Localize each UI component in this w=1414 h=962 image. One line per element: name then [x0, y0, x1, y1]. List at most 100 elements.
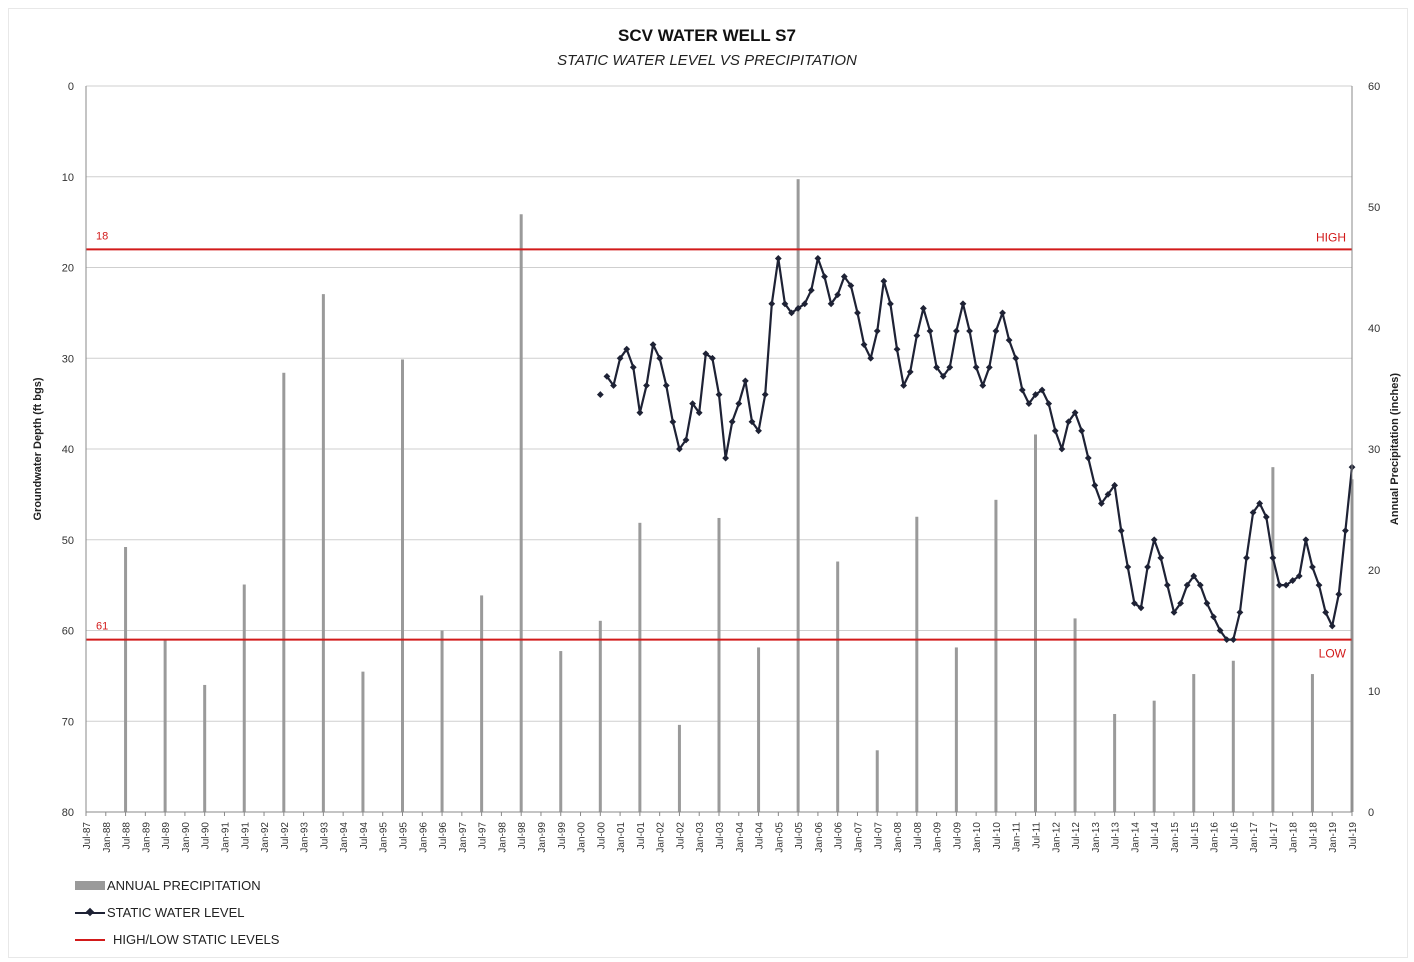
water-level-point [1163, 581, 1171, 589]
water-level-point [656, 354, 664, 362]
water-level-point [1150, 536, 1158, 544]
precipitation-bar [519, 214, 523, 812]
x-tick-label: Jul-19 [1348, 822, 1359, 850]
x-tick-label: Jan-95 [379, 822, 390, 853]
water-level-point [1276, 581, 1283, 589]
water-level-point [873, 327, 881, 335]
precipitation-bar [1034, 434, 1037, 812]
precipitation-bar [242, 584, 246, 812]
x-tick-label: Jul-95 [399, 822, 410, 850]
precipitation-bar [598, 620, 602, 812]
y-left-axis-title: Groundwater Depth (ft bgs) [32, 377, 44, 520]
reference-lines: 18 HIGH 61 LOW [86, 230, 1352, 661]
x-tick-label: Jan-07 [853, 822, 864, 853]
x-tick-label: Jul-94 [359, 822, 370, 850]
x-tick-label: Jan-93 [300, 822, 311, 853]
water-level-point [1335, 590, 1343, 598]
chart-subtitle: STATIC WATER LEVEL VS PRECIPITATION [557, 52, 857, 69]
x-tick-label: Jul-10 [992, 822, 1003, 850]
water-level-point [1012, 354, 1020, 362]
water-level-point [728, 418, 736, 426]
water-level-point [616, 354, 624, 362]
x-tick-label: Jul-14 [1150, 822, 1161, 850]
water-level-point [867, 354, 875, 362]
x-tick-label: Jul-07 [873, 822, 884, 850]
precipitation-bar [401, 359, 404, 812]
water-level-point [992, 327, 1000, 335]
x-tick-label: Jul-96 [438, 822, 449, 850]
water-level-point [682, 436, 690, 444]
water-level-point [893, 345, 901, 353]
x-tick-label: Jan-13 [1091, 822, 1102, 853]
x-tick-label: Jan-92 [260, 822, 271, 853]
legend-item-precipitation: ANNUAL PRECIPITATION [75, 872, 279, 899]
reference-value-label: 18 [96, 230, 108, 242]
water-level-point [1005, 336, 1013, 344]
x-tick-label: Jan-96 [418, 822, 429, 853]
water-level-point [972, 363, 980, 371]
y-right-tick-label: 60 [1368, 81, 1380, 93]
x-tick-label: Jul-17 [1269, 822, 1280, 850]
x-tick-label: Jul-98 [517, 822, 528, 850]
water-level-point [1117, 527, 1125, 535]
water-level-point [1084, 454, 1092, 462]
water-level-point [966, 327, 973, 335]
precipitation-bar [994, 499, 998, 812]
water-level-point [919, 304, 927, 312]
precipitation-bar [875, 750, 879, 812]
water-level-point [1216, 627, 1224, 634]
x-tick-label: Jan-00 [577, 822, 588, 853]
water-level-point [629, 363, 637, 371]
legend-label-water-level: STATIC WATER LEVEL [107, 905, 245, 920]
legend-swatch-high-low [75, 938, 105, 941]
x-tick-label: Jul-11 [1032, 822, 1043, 849]
water-level-point [741, 377, 749, 385]
water-level-point [768, 300, 776, 308]
water-level-point [900, 382, 908, 389]
x-tick-label: Jan-90 [181, 822, 192, 853]
water-level-point [854, 309, 861, 317]
x-tick-label: Jan-02 [656, 822, 667, 853]
x-tick-label: Jan-06 [814, 822, 825, 853]
water-level-point [669, 418, 677, 426]
water-level-point [1071, 409, 1079, 417]
x-tick-label: Jul-92 [280, 822, 291, 850]
water-level-point [1295, 572, 1303, 580]
axes: 0 10 20 30 40 50 60 70 80 0 10 20 30 40 50 60 Jul-87 Jan-… [32, 81, 1401, 853]
water-level-point [596, 391, 604, 398]
x-tick-label: Jan-09 [933, 822, 944, 853]
x-tick-label: Jul-08 [913, 822, 924, 850]
precipitation-bar [915, 516, 919, 812]
water-level-point [979, 382, 987, 389]
water-level-point [814, 255, 822, 262]
x-tick-label: Jul-91 [240, 822, 251, 850]
water-level-point [715, 391, 723, 398]
x-tick-label: Jul-15 [1190, 822, 1201, 850]
water-level-point [649, 341, 657, 348]
y-left-tick-label: 30 [62, 353, 74, 365]
x-tick-label: Jan-88 [102, 822, 113, 853]
water-level-point [1315, 581, 1323, 589]
water-level-point [821, 273, 828, 280]
water-level-point [774, 255, 782, 262]
water-level-point [761, 391, 769, 398]
water-level-point [926, 327, 934, 335]
x-tick-label: Jul-05 [794, 822, 805, 850]
x-tick-label: Jan-17 [1249, 822, 1260, 853]
water-level-point [1051, 427, 1059, 435]
legend-swatch-precipitation [75, 881, 105, 890]
x-tick-label: Jul-90 [201, 822, 212, 850]
y-right-tick-label: 40 [1368, 323, 1380, 335]
x-tick-label: Jul-89 [161, 822, 172, 850]
y-left-tick-label: 20 [62, 263, 74, 275]
precipitation-bar [717, 517, 721, 812]
precipitation-bar [1152, 700, 1156, 812]
water-level-point [623, 345, 631, 353]
chart-border [8, 8, 1408, 958]
precipitation-bar [1310, 674, 1314, 812]
water-level-point [636, 409, 644, 417]
precipitation-bar [1231, 660, 1235, 812]
water-level-point [1309, 563, 1316, 571]
y-left-tick-label: 80 [62, 807, 74, 819]
water-level-point [1203, 599, 1211, 607]
